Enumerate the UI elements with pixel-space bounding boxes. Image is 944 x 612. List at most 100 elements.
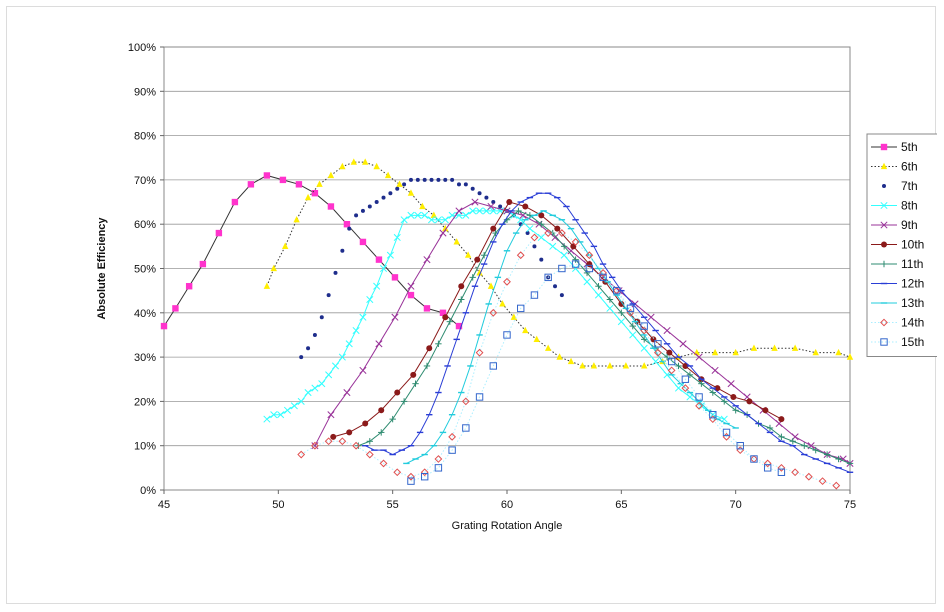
data-point-8th bbox=[549, 242, 557, 250]
data-point-10th bbox=[746, 398, 753, 405]
data-point-7th bbox=[450, 177, 455, 182]
data-point-7th bbox=[553, 284, 558, 289]
y-tick-label: 40% bbox=[134, 308, 156, 320]
data-point-11th bbox=[446, 318, 454, 325]
data-point-8th-stroke bbox=[496, 207, 504, 215]
data-point-14th bbox=[530, 233, 539, 242]
data-point-9th-stroke bbox=[359, 366, 367, 374]
data-point-15th bbox=[750, 455, 758, 463]
data-point-9th-stroke bbox=[487, 202, 495, 211]
data-point-11th bbox=[400, 398, 408, 405]
data-point-8th bbox=[517, 216, 525, 224]
data-point-8th-stroke bbox=[427, 216, 436, 224]
legend-box bbox=[866, 133, 937, 357]
data-point-11th bbox=[663, 353, 671, 361]
data-point-9th bbox=[375, 340, 383, 348]
data-point-15th bbox=[695, 393, 703, 401]
data-point-11th bbox=[675, 362, 682, 370]
data-point-11th bbox=[823, 451, 831, 458]
data-point-9th-stroke bbox=[407, 282, 415, 290]
data-point-8th bbox=[674, 384, 683, 392]
y-tick-label: 30% bbox=[134, 352, 156, 364]
data-point-11th bbox=[355, 442, 362, 449]
data-point-9th bbox=[695, 353, 703, 361]
data-point-14th bbox=[681, 384, 690, 393]
data-point-8th bbox=[407, 211, 415, 219]
efficiency-chart: 0% 10% 20% 30% 40% 50% 60% 70% 80% 90% 100% 45 50 55 6… bbox=[96, 42, 937, 532]
data-point-9th bbox=[423, 256, 431, 264]
data-point-7th bbox=[491, 200, 496, 205]
data-point-8th-stroke bbox=[441, 216, 449, 224]
data-point-8th bbox=[277, 411, 285, 419]
series-line-15th bbox=[410, 263, 782, 482]
data-point-8th-stroke bbox=[318, 380, 326, 388]
data-point-6th bbox=[270, 264, 277, 272]
data-point-6th bbox=[350, 158, 357, 165]
data-point-15th bbox=[448, 446, 456, 454]
data-point-14th bbox=[297, 450, 306, 459]
data-point-5th bbox=[215, 229, 223, 237]
series-15th bbox=[407, 260, 786, 485]
data-point-8th bbox=[373, 282, 381, 290]
data-point-8th bbox=[560, 251, 568, 259]
data-point-15th bbox=[585, 264, 594, 273]
data-point-15th bbox=[407, 477, 415, 485]
data-point-6th bbox=[556, 353, 563, 360]
data-point-6th bbox=[750, 344, 758, 351]
data-point-9th-stroke bbox=[471, 198, 479, 206]
data-point-5th bbox=[231, 198, 239, 206]
data-point-14th bbox=[393, 468, 402, 477]
data-point-14th bbox=[516, 251, 525, 260]
data-point-11th bbox=[732, 407, 739, 414]
x-tick-label: 60 bbox=[501, 499, 513, 511]
data-point-11th bbox=[789, 438, 797, 445]
data-point-8th bbox=[338, 353, 346, 361]
data-point-11th bbox=[835, 455, 842, 463]
legend-swatch-marker bbox=[880, 162, 888, 170]
data-point-9th bbox=[311, 442, 319, 450]
legend-item-9th: 9th bbox=[871, 218, 918, 232]
series-line-14th bbox=[300, 232, 837, 487]
data-point-10th bbox=[682, 362, 689, 369]
data-point-8th bbox=[290, 402, 298, 410]
data-point-5th bbox=[423, 305, 431, 312]
data-point-9th-stroke bbox=[391, 313, 399, 321]
data-point-10th bbox=[506, 199, 513, 206]
data-point-14th bbox=[461, 397, 470, 406]
data-point-8th bbox=[414, 211, 422, 219]
data-point-8th-stroke bbox=[400, 216, 408, 224]
data-point-9th-stroke bbox=[423, 256, 431, 264]
data-point-8th-stroke bbox=[283, 406, 292, 414]
legend-label: 9th bbox=[901, 218, 918, 232]
data-point-8th-stroke bbox=[263, 415, 271, 423]
data-point-8th-stroke bbox=[304, 388, 312, 397]
data-point-6th bbox=[373, 162, 380, 170]
data-point-8th-stroke bbox=[462, 211, 470, 219]
y-tick-label: 10% bbox=[134, 441, 156, 453]
legend-item-10th: 10th bbox=[871, 238, 924, 252]
data-point-11th bbox=[629, 322, 636, 330]
legend-item-7th: 7th bbox=[882, 179, 918, 193]
data-point-8th bbox=[263, 415, 271, 423]
legend-label: 6th bbox=[901, 160, 918, 174]
data-point-11th bbox=[389, 415, 396, 423]
data-point-9th-stroke bbox=[599, 273, 607, 281]
legend: 5th 6th 7th 8th 9th 10th 11th 12th 13th 14th 15th bbox=[866, 133, 937, 357]
data-point-7th bbox=[408, 177, 413, 182]
data-point-8th bbox=[652, 357, 660, 366]
data-point-6th bbox=[522, 326, 529, 334]
data-point-6th bbox=[316, 180, 323, 187]
y-tick-label: 20% bbox=[134, 396, 156, 408]
data-point-7th bbox=[415, 177, 420, 182]
data-point-8th-stroke bbox=[373, 282, 381, 290]
data-point-5th bbox=[407, 291, 415, 299]
data-point-15th bbox=[434, 464, 443, 472]
y-tick-label: 90% bbox=[134, 86, 156, 98]
data-point-8th-stroke bbox=[629, 331, 637, 339]
data-point-6th bbox=[590, 362, 598, 369]
data-point-10th bbox=[618, 300, 625, 307]
data-point-9th bbox=[647, 313, 655, 321]
data-point-9th-stroke bbox=[679, 340, 687, 348]
data-point-6th bbox=[396, 180, 403, 187]
data-point-14th bbox=[503, 277, 511, 286]
